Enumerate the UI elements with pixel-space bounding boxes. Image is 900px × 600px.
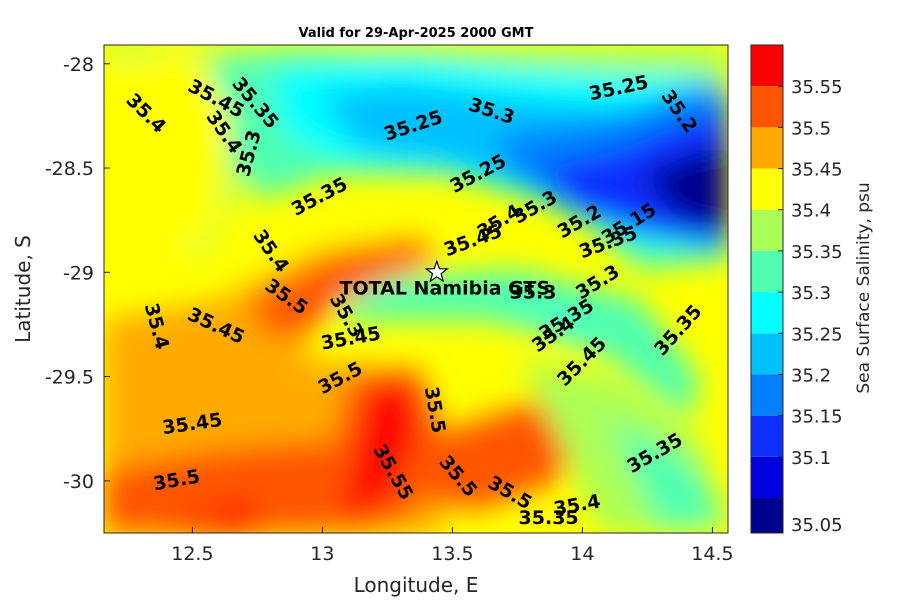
x-axis-label: Longitude, E bbox=[354, 573, 479, 597]
salinity-field bbox=[104, 45, 728, 533]
colorbar-segment bbox=[751, 168, 783, 210]
y-axis-label: Latitude, S bbox=[11, 235, 35, 343]
y-tick-label: -29.5 bbox=[45, 367, 94, 389]
colorbar-segment bbox=[751, 292, 783, 334]
station-label: TOTAL Namibia GTS bbox=[340, 277, 551, 299]
colorbar-tick-label: 35.3 bbox=[791, 283, 831, 304]
colorbar-tick-label: 35.05 bbox=[791, 515, 843, 536]
plot-frame bbox=[103, 44, 729, 534]
x-tick-label: 14 bbox=[570, 543, 594, 565]
x-tick-label: 13.5 bbox=[431, 543, 473, 565]
colorbar-segment bbox=[751, 497, 783, 533]
colorbar-tick-label: 35.35 bbox=[791, 242, 843, 263]
colorbar-tick-label: 35.25 bbox=[791, 324, 843, 345]
station-marker: TOTAL Namibia GTS bbox=[340, 259, 551, 299]
colorbar-tick-label: 35.4 bbox=[791, 201, 831, 222]
contour-label: 35.3 bbox=[510, 282, 557, 304]
colorbar-segment bbox=[751, 127, 783, 169]
x-tick-label: 14.5 bbox=[691, 543, 733, 565]
colorbar-tick-label: 35.45 bbox=[791, 160, 843, 181]
colorbar-label: Sea Surface Salinity, psu bbox=[854, 182, 874, 393]
colorbar-segment bbox=[751, 250, 783, 293]
colorbar-segment bbox=[751, 415, 783, 457]
station-star-icon bbox=[424, 259, 449, 283]
x-tick-label: 12.5 bbox=[171, 543, 213, 565]
colorbar-segment bbox=[751, 456, 783, 498]
colorbar: 35.05 35.1 35.15 35.2 35.25 35.3 35.35 35.4 35.4… bbox=[750, 44, 843, 536]
colorbar-segment bbox=[751, 209, 783, 251]
colorbar-tick-label: 35.1 bbox=[791, 448, 831, 469]
colorbar-segment bbox=[751, 333, 783, 375]
x-tick-label: 13 bbox=[310, 543, 334, 565]
colorbar-tick-label: 35.55 bbox=[791, 77, 843, 98]
colorbar-tick-label: 35.5 bbox=[791, 118, 831, 139]
y-tick-label: -28 bbox=[63, 54, 94, 76]
x-axis: 12.5 13 13.5 14 14.5 bbox=[171, 527, 734, 565]
y-tick-label: -30 bbox=[63, 471, 94, 493]
colorbar-tick-label: 35.2 bbox=[791, 365, 831, 386]
colorbar-segment bbox=[751, 86, 783, 128]
colorbar-frame bbox=[750, 44, 784, 534]
y-tick-label: -29 bbox=[63, 262, 94, 284]
chart-title: Valid for 29-Apr-2025 2000 GMT bbox=[299, 26, 534, 41]
y-tick-label: -28.5 bbox=[45, 158, 94, 180]
contour-label: 35.35 bbox=[519, 507, 579, 529]
plot-area bbox=[104, 45, 728, 533]
colorbar-segment bbox=[751, 374, 783, 416]
colorbar-tick-label: 35.15 bbox=[791, 407, 843, 428]
y-axis: -28 -28.5 -29 -29.5 -30 bbox=[45, 54, 110, 493]
colorbar-segment bbox=[751, 45, 783, 87]
